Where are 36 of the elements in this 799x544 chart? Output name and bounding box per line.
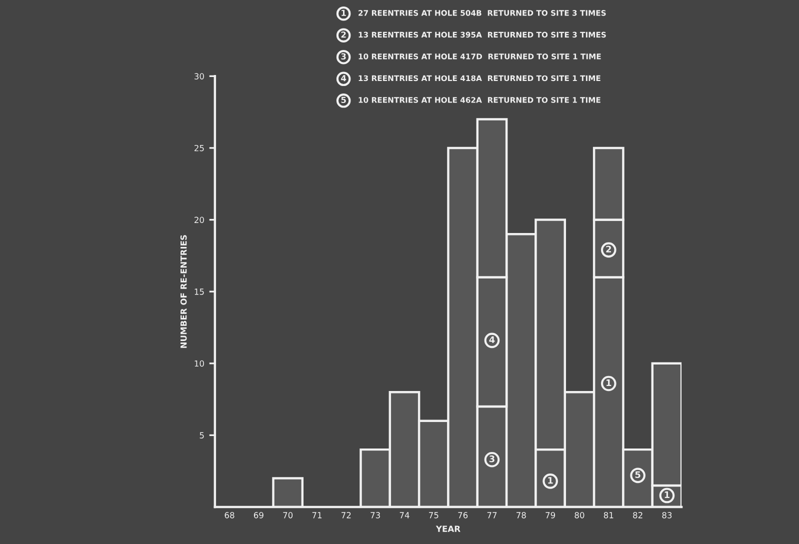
x-tick-label: 81 <box>604 512 614 518</box>
annotation: 1 <box>548 477 553 484</box>
annotation: 2 <box>606 246 611 252</box>
text: 1 <box>342 10 346 16</box>
y-tick-label: 10 <box>194 360 204 367</box>
x-tick-label: 83 <box>662 512 672 518</box>
x-axis-title: YEAR <box>436 526 460 532</box>
annotation: 4 <box>489 336 495 343</box>
text: 2 <box>341 31 346 38</box>
y-tick-label: 20 <box>194 216 204 224</box>
annotation: 1 <box>664 491 670 498</box>
y-tick-label: 5 <box>200 432 204 438</box>
x-tick-label: 75 <box>429 512 438 518</box>
x-tick-label: 74 <box>400 512 410 518</box>
y-axis-title: NUMBER OF RE-ENTRIES <box>180 235 187 348</box>
annotation: 3 <box>489 455 494 462</box>
x-tick-label: 73 <box>370 512 380 518</box>
annotation: 1 <box>606 379 612 386</box>
x-tick-label: 69 <box>254 512 264 518</box>
x-tick-label: 71 <box>312 512 322 518</box>
x-tick-label: 77 <box>487 512 497 518</box>
annotation: 4 <box>341 75 346 82</box>
x-tick-label: 70 <box>283 512 293 518</box>
x-tick-label: 79 <box>546 512 556 518</box>
y-tick-label: 30 <box>194 73 204 80</box>
y-tick-label: 15 <box>194 288 204 295</box>
x-tick-label: 78 <box>516 512 526 518</box>
x-tick-label: 80 <box>574 512 584 518</box>
x-tick-label: 76 <box>458 512 468 518</box>
x-tick-label: 82 <box>633 512 642 518</box>
x-tick-label: 72 <box>342 512 351 518</box>
annotation: 5 <box>635 471 640 478</box>
text: 3 <box>341 53 346 60</box>
y-tick-label: 25 <box>194 144 204 152</box>
x-tick-label: 68 <box>224 512 234 518</box>
annotation: 5 <box>341 96 346 104</box>
